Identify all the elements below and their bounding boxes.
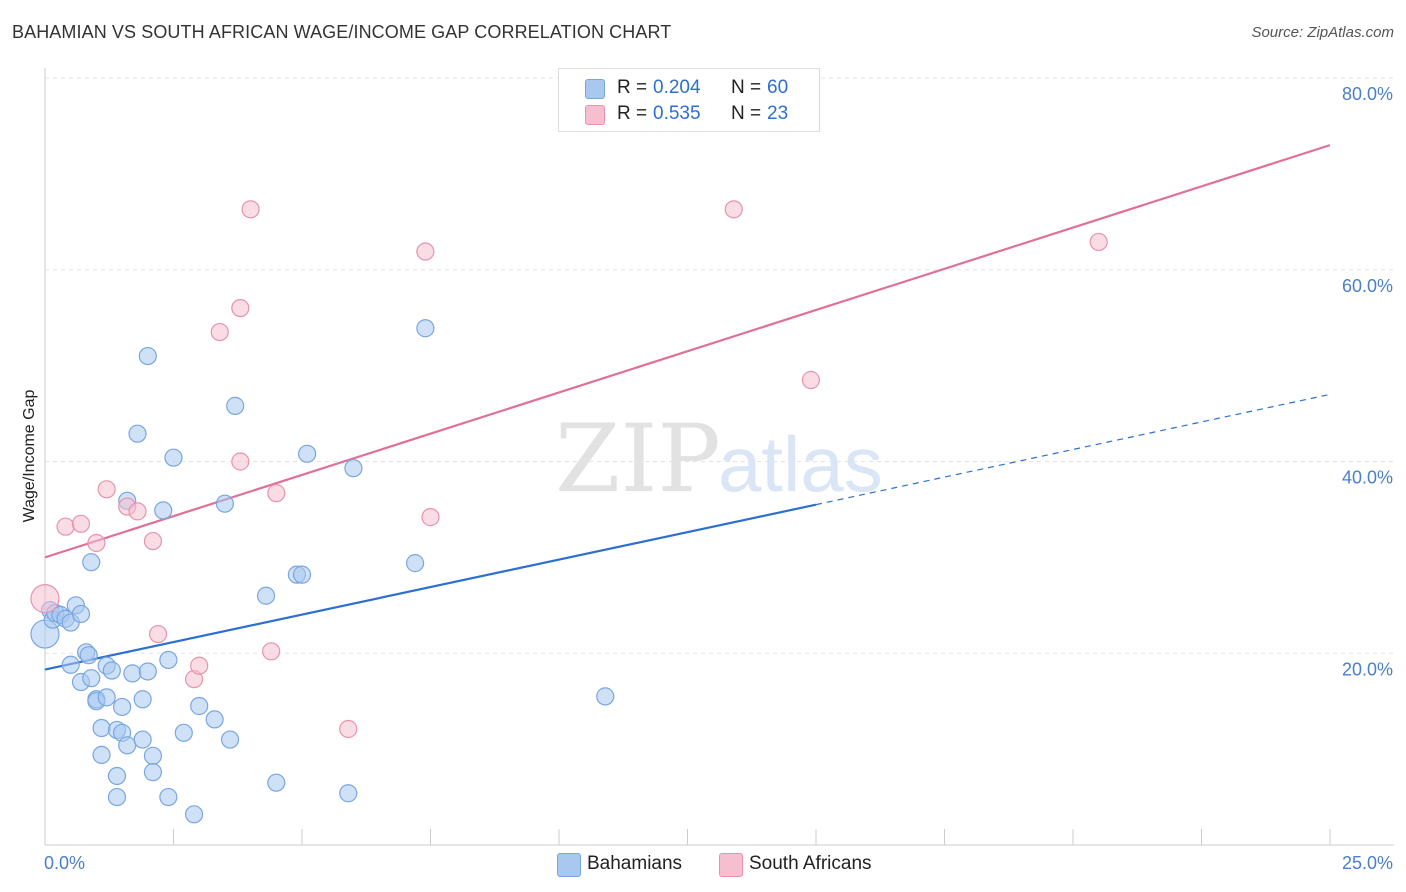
data-point	[97, 480, 116, 499]
data-point	[56, 517, 75, 536]
data-point	[143, 763, 163, 782]
data-point	[339, 784, 358, 803]
y-axis-label: Wage/Income Gap	[21, 390, 38, 523]
grid-lines	[45, 77, 1394, 654]
data-point	[596, 687, 615, 706]
watermark-zip: ZIP	[555, 405, 721, 514]
data-point	[164, 448, 183, 467]
watermark-atlas: atlas	[718, 420, 883, 508]
data-point	[82, 553, 101, 572]
axes	[44, 68, 1394, 846]
trend-line-extension	[815, 393, 1331, 506]
data-point	[71, 604, 91, 624]
data-point	[154, 501, 173, 520]
data-point	[231, 299, 250, 318]
data-point	[174, 723, 193, 742]
data-point	[143, 746, 163, 765]
x-tick-label: 25.0%	[1342, 853, 1393, 873]
data-point	[231, 452, 250, 471]
data-point	[298, 444, 317, 463]
data-point	[724, 200, 743, 219]
data-point	[421, 508, 440, 527]
data-point	[159, 650, 178, 670]
data-point	[112, 697, 132, 717]
data-point	[215, 494, 234, 513]
legend-r-label: R =	[617, 103, 648, 124]
y-tick-label: 40.0%	[1342, 468, 1393, 488]
legend-r-value: 0.204	[653, 77, 701, 98]
data-point	[102, 661, 121, 680]
y-tick-label: 20.0%	[1342, 659, 1393, 679]
data-point	[133, 690, 152, 709]
data-point	[344, 459, 363, 478]
bottom-legend-swatch-south-africans	[719, 853, 743, 877]
data-point	[190, 696, 209, 716]
data-point	[801, 370, 820, 390]
data-point	[97, 688, 116, 707]
data-point	[82, 669, 101, 688]
data-point	[210, 322, 229, 342]
data-point	[262, 642, 281, 661]
data-point	[339, 719, 358, 739]
data-point	[123, 664, 142, 683]
data-point	[148, 624, 168, 644]
data-point	[220, 730, 240, 749]
data-point	[138, 346, 157, 366]
data-point	[128, 424, 147, 443]
bottom-legend-label: South Africans	[749, 853, 872, 874]
data-point	[87, 533, 106, 553]
chart-title: BAHAMIAN VS SOUTH AFRICAN WAGE/INCOME GA…	[12, 22, 672, 42]
watermark: ZIP atlas	[555, 405, 883, 514]
data-point	[30, 584, 60, 614]
y-tick-label: 80.0%	[1342, 84, 1393, 104]
data-point	[416, 242, 435, 261]
data-point	[92, 745, 111, 764]
data-point	[190, 656, 209, 675]
data-point	[92, 718, 111, 738]
data-point	[292, 565, 312, 584]
data-point	[405, 554, 425, 573]
trend-line	[44, 144, 1331, 559]
legend-swatch-bahamians	[585, 79, 605, 99]
bottom-legend-label: Bahamians	[587, 853, 683, 874]
data-point	[143, 531, 163, 551]
source-label: Source: ZipAtlas.com	[1251, 24, 1394, 41]
data-point	[416, 319, 435, 338]
data-point	[184, 805, 204, 824]
data-point	[79, 646, 98, 665]
data-point	[267, 484, 286, 503]
y-tick-label: 60.0%	[1342, 276, 1393, 296]
data-point	[71, 514, 91, 533]
data-point	[128, 502, 147, 521]
legend-r-label: R =	[617, 77, 648, 98]
data-point	[267, 773, 286, 792]
data-point	[1089, 232, 1108, 252]
data-point	[241, 200, 260, 219]
data-point	[205, 710, 224, 729]
data-point	[107, 787, 127, 807]
data-point	[256, 586, 276, 605]
data-point	[118, 736, 137, 755]
legend-swatch-south-africans	[585, 105, 605, 125]
data-point	[159, 787, 178, 807]
legend-n-value: 23	[767, 103, 789, 124]
legend-n-label: N =	[731, 103, 762, 124]
trend-line	[44, 503, 817, 671]
legend-n-value: 60	[767, 77, 789, 98]
bottom-legend-swatch-bahamians	[557, 853, 581, 877]
data-point	[107, 766, 127, 786]
scatter-points	[30, 200, 1108, 824]
trend-lines	[44, 144, 1331, 671]
legend-r-value: 0.535	[653, 103, 701, 124]
legend: R = 0.204 N = 60 R = 0.535 N = 23	[558, 68, 820, 132]
data-point	[133, 730, 152, 749]
legend-n-label: N =	[731, 77, 762, 98]
data-point	[226, 396, 245, 415]
data-point	[61, 655, 80, 674]
data-point	[138, 662, 157, 681]
x-tick-label: 0.0%	[44, 853, 85, 873]
tick-labels: 20.0% 40.0% 60.0% 80.0% 0.0% 25.0%	[44, 84, 1393, 873]
